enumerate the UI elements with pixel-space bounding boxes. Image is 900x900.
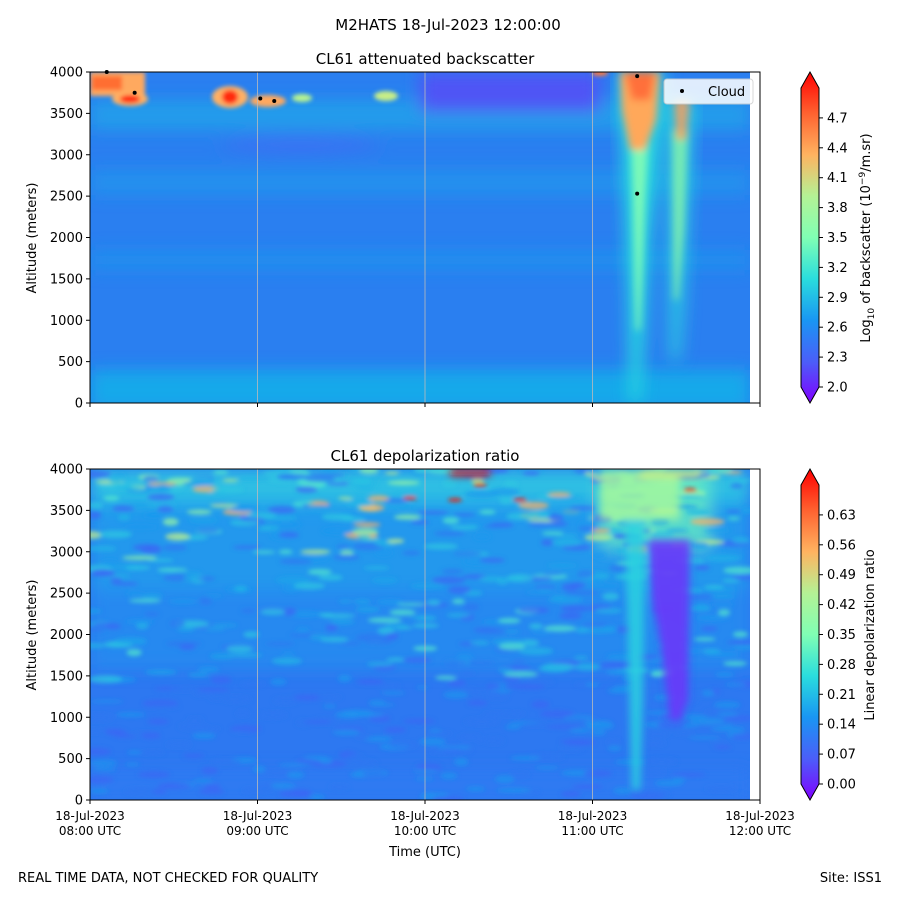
legend: Cloud <box>663 78 754 105</box>
cloud-marker <box>258 96 263 101</box>
y-tick-label: 1500 <box>50 669 83 684</box>
x-tick-date: 18-Jul-2023 <box>390 809 460 823</box>
depolarization-colorbar-ticks: 0.00 0.07 0.14 0.21 0.28 0.35 0.42 0.49 0.56 0.63 <box>819 508 856 793</box>
x-tick-time: 09:00 UTC <box>226 824 288 838</box>
y-tick-label: 1000 <box>50 314 83 329</box>
y-tick-label: 3000 <box>50 545 83 560</box>
y-tick-label: 500 <box>58 355 83 370</box>
colorbar-tick-label: 2.6 <box>827 321 848 336</box>
colorbar-tick-label: 3.8 <box>827 201 848 216</box>
depolarization-colorbar-label: Linear depolarization ratio <box>863 549 878 720</box>
x-tick-date: 18-Jul-2023 <box>558 809 628 823</box>
x-tick-date: 18-Jul-2023 <box>223 809 293 823</box>
backscatter-colorbar-label: Log10 of backscatter (10−9/m.sr) <box>858 133 877 342</box>
colorbar-tick-label: 4.7 <box>827 111 848 126</box>
colorbar-tick-label: 0.14 <box>827 718 856 733</box>
legend-cloud-marker <box>680 89 684 93</box>
backscatter-ylabel: Altitude (meters) <box>25 183 40 294</box>
colorbar-tick-label: 0.21 <box>827 688 856 703</box>
cloud-markers <box>104 70 640 196</box>
backscatter-colorbar: 2.0 2.3 2.6 2.9 3.2 3.5 3.8 4.1 4.4 4.7 Log10 of … <box>800 70 877 405</box>
x-tick-time: 11:00 UTC <box>561 824 623 838</box>
y-tick-label: 0 <box>75 794 83 809</box>
cloud-marker <box>635 74 640 79</box>
depolarization-y-ticks: 0 500 1000 1500 2000 2500 3000 3500 4000 <box>50 463 90 809</box>
cloud-marker <box>272 98 277 103</box>
depolarization-ylabel: Altitude (meters) <box>25 580 40 691</box>
y-tick-label: 500 <box>58 752 83 767</box>
y-tick-label: 3500 <box>50 504 83 519</box>
backscatter-y-ticks: 0 500 1000 1500 2000 2500 3000 3500 4000 <box>50 66 90 412</box>
colorbar-tick-label: 4.4 <box>827 141 848 156</box>
backscatter-colorbar-ticks: 2.0 2.3 2.6 2.9 3.2 3.5 3.8 4.1 4.4 4.7 <box>819 111 848 396</box>
colorbar-tick-label: 0.49 <box>827 568 856 583</box>
depolarization-title: CL61 depolarization ratio <box>331 447 520 465</box>
colorbar-tick-label: 3.5 <box>827 231 848 246</box>
quality-disclaimer: REAL TIME DATA, NOT CHECKED FOR QUALITY <box>18 871 318 886</box>
y-tick-label: 0 <box>75 397 83 412</box>
y-tick-label: 3500 <box>50 107 83 122</box>
x-tick-date: 18-Jul-2023 <box>55 809 125 823</box>
cloud-marker <box>132 90 137 95</box>
colorbar-tick-label: 0.35 <box>827 628 856 643</box>
cloud-marker <box>635 191 640 196</box>
figure-title: M2HATS 18-Jul-2023 12:00:00 <box>335 16 560 34</box>
y-tick-label: 2500 <box>50 190 83 205</box>
colorbar-tick-label: 2.9 <box>827 291 848 306</box>
colorbar-tick-label: 0.56 <box>827 538 856 553</box>
backscatter-title: CL61 attenuated backscatter <box>316 50 535 68</box>
depolarization-panel: CL61 depolarization ratio <box>25 447 878 860</box>
colorbar-tick-label: 2.3 <box>827 351 848 366</box>
colorbar-tick-label: 0.42 <box>827 598 856 613</box>
colorbar-tick-label: 4.1 <box>827 171 848 186</box>
y-tick-label: 4000 <box>50 66 83 81</box>
backscatter-panel: CL61 attenuated backscatter <box>25 50 877 412</box>
backscatter-x-ticks <box>89 403 761 407</box>
depolarization-colorbar: 0.00 0.07 0.14 0.21 0.28 0.35 0.42 0.49 0.56 0.63… <box>800 467 878 802</box>
y-tick-label: 2000 <box>50 231 83 246</box>
colorbar-tick-label: 0.07 <box>827 748 856 763</box>
backscatter-heatmap <box>90 72 750 403</box>
y-tick-label: 4000 <box>50 463 83 478</box>
y-tick-label: 1500 <box>50 272 83 287</box>
x-tick-time: 10:00 UTC <box>394 824 456 838</box>
site-label: Site: ISS1 <box>820 871 882 886</box>
legend-cloud-label: Cloud <box>708 85 745 100</box>
y-tick-label: 1000 <box>50 711 83 726</box>
depolarization-heatmap <box>90 469 750 800</box>
colorbar-tick-label: 2.0 <box>827 381 848 396</box>
colorbar-tick-label: 0.00 <box>827 778 856 793</box>
x-tick-time: 12:00 UTC <box>729 824 791 838</box>
y-tick-label: 3000 <box>50 148 83 163</box>
colorbar-tick-label: 0.28 <box>827 658 856 673</box>
y-tick-label: 2000 <box>50 628 83 643</box>
x-tick-date: 18-Jul-2023 <box>725 809 795 823</box>
y-tick-label: 2500 <box>50 587 83 602</box>
colorbar-tick-label: 3.2 <box>827 261 848 276</box>
x-tick-time: 08:00 UTC <box>59 824 121 838</box>
colorbar-tick-label: 0.63 <box>827 508 856 523</box>
depolarization-xlabel: Time (UTC) <box>388 845 461 860</box>
